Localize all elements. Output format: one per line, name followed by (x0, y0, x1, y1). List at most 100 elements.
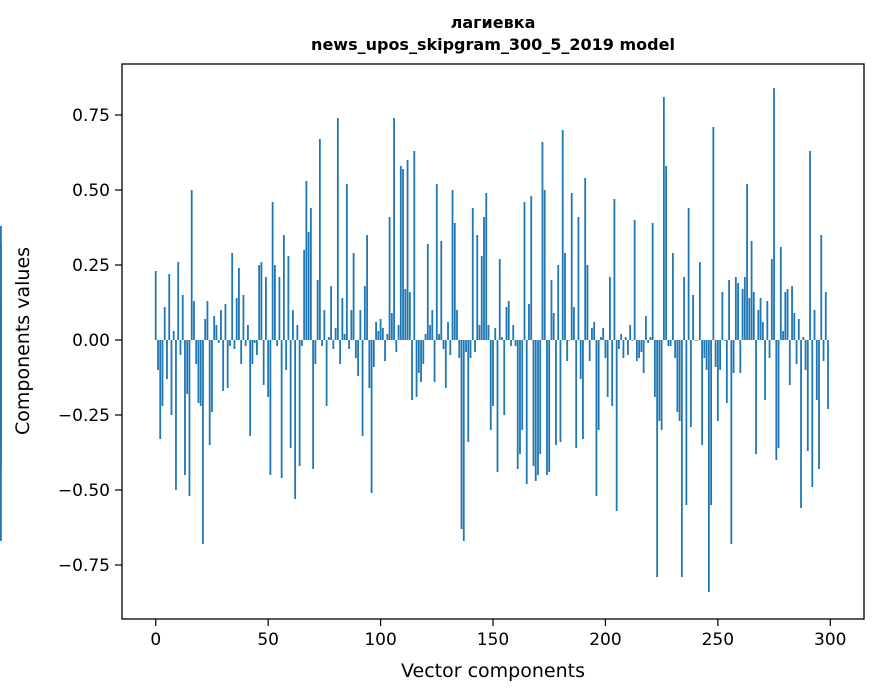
bar (595, 340, 598, 496)
bar (426, 244, 429, 340)
bar (523, 202, 526, 340)
bar (782, 331, 784, 340)
bar (242, 295, 245, 340)
bar (188, 340, 191, 496)
x-tick-label: 300 (814, 630, 846, 650)
bar (537, 340, 539, 475)
bar (498, 259, 501, 340)
bar (406, 160, 409, 340)
bar (566, 340, 569, 361)
bar (278, 277, 281, 340)
bar (665, 166, 668, 340)
bar (285, 340, 288, 370)
bar (739, 340, 742, 373)
bar (444, 340, 447, 388)
bar (714, 340, 717, 367)
bar (253, 340, 256, 343)
bar (557, 265, 560, 340)
bar (503, 340, 506, 415)
bar (420, 340, 422, 382)
bar (274, 265, 276, 340)
bar (381, 328, 384, 340)
bar (345, 184, 348, 340)
bar (211, 340, 213, 412)
bar (680, 340, 683, 577)
bar (256, 340, 258, 355)
bar (676, 340, 679, 412)
bar (768, 340, 771, 358)
bar (386, 334, 389, 340)
bar (390, 313, 393, 340)
bar (474, 340, 476, 352)
bar (712, 127, 715, 340)
bar (476, 235, 479, 340)
bar (728, 280, 730, 340)
bar (494, 328, 497, 340)
bar (777, 340, 780, 448)
bar (530, 196, 533, 340)
bar (303, 250, 306, 340)
bar (804, 340, 807, 370)
bar (384, 340, 386, 361)
bar (0, 226, 2, 340)
bar (422, 340, 425, 364)
bar (613, 199, 616, 340)
bar (172, 331, 175, 340)
bar (615, 340, 618, 511)
bar (568, 340, 571, 341)
x-tick-label: 100 (364, 630, 396, 650)
bar (267, 340, 270, 397)
bar (0, 340, 2, 352)
bar (312, 340, 315, 469)
bar (786, 289, 789, 340)
bar (377, 331, 380, 340)
bar (645, 316, 647, 340)
bar (627, 340, 629, 355)
bar (449, 340, 452, 355)
bar (766, 301, 769, 340)
bar (591, 328, 593, 340)
bar (600, 337, 602, 340)
bar (465, 340, 467, 352)
bar (467, 340, 470, 442)
bar (368, 340, 371, 388)
bar (784, 292, 787, 340)
bar (460, 340, 463, 529)
bar (440, 241, 443, 340)
bar (732, 340, 735, 373)
bar (660, 340, 663, 430)
bar (222, 340, 225, 391)
bar (577, 217, 580, 340)
bar (166, 340, 168, 379)
bar (609, 277, 611, 340)
bar (260, 262, 263, 340)
bar (157, 340, 159, 370)
bar (788, 340, 791, 385)
bar (199, 340, 202, 406)
bar (721, 292, 724, 340)
bar (638, 340, 641, 358)
bar (451, 190, 454, 340)
bar (343, 334, 346, 340)
bar (548, 340, 551, 472)
bar (229, 340, 231, 346)
bar (265, 277, 267, 340)
bar (395, 340, 398, 352)
bar (593, 322, 596, 340)
bar (0, 298, 2, 340)
bar (636, 340, 638, 361)
bar (584, 178, 587, 340)
bar (442, 340, 445, 349)
bar (226, 340, 229, 388)
bar (606, 340, 609, 397)
bars-layer (0, 88, 829, 592)
bar (215, 325, 218, 340)
bar (811, 340, 814, 487)
bar (822, 340, 825, 361)
bar (352, 253, 355, 340)
bar (415, 340, 418, 397)
bar (588, 340, 591, 361)
bar (235, 298, 238, 340)
y-tick-label: 0.75 (72, 106, 110, 126)
